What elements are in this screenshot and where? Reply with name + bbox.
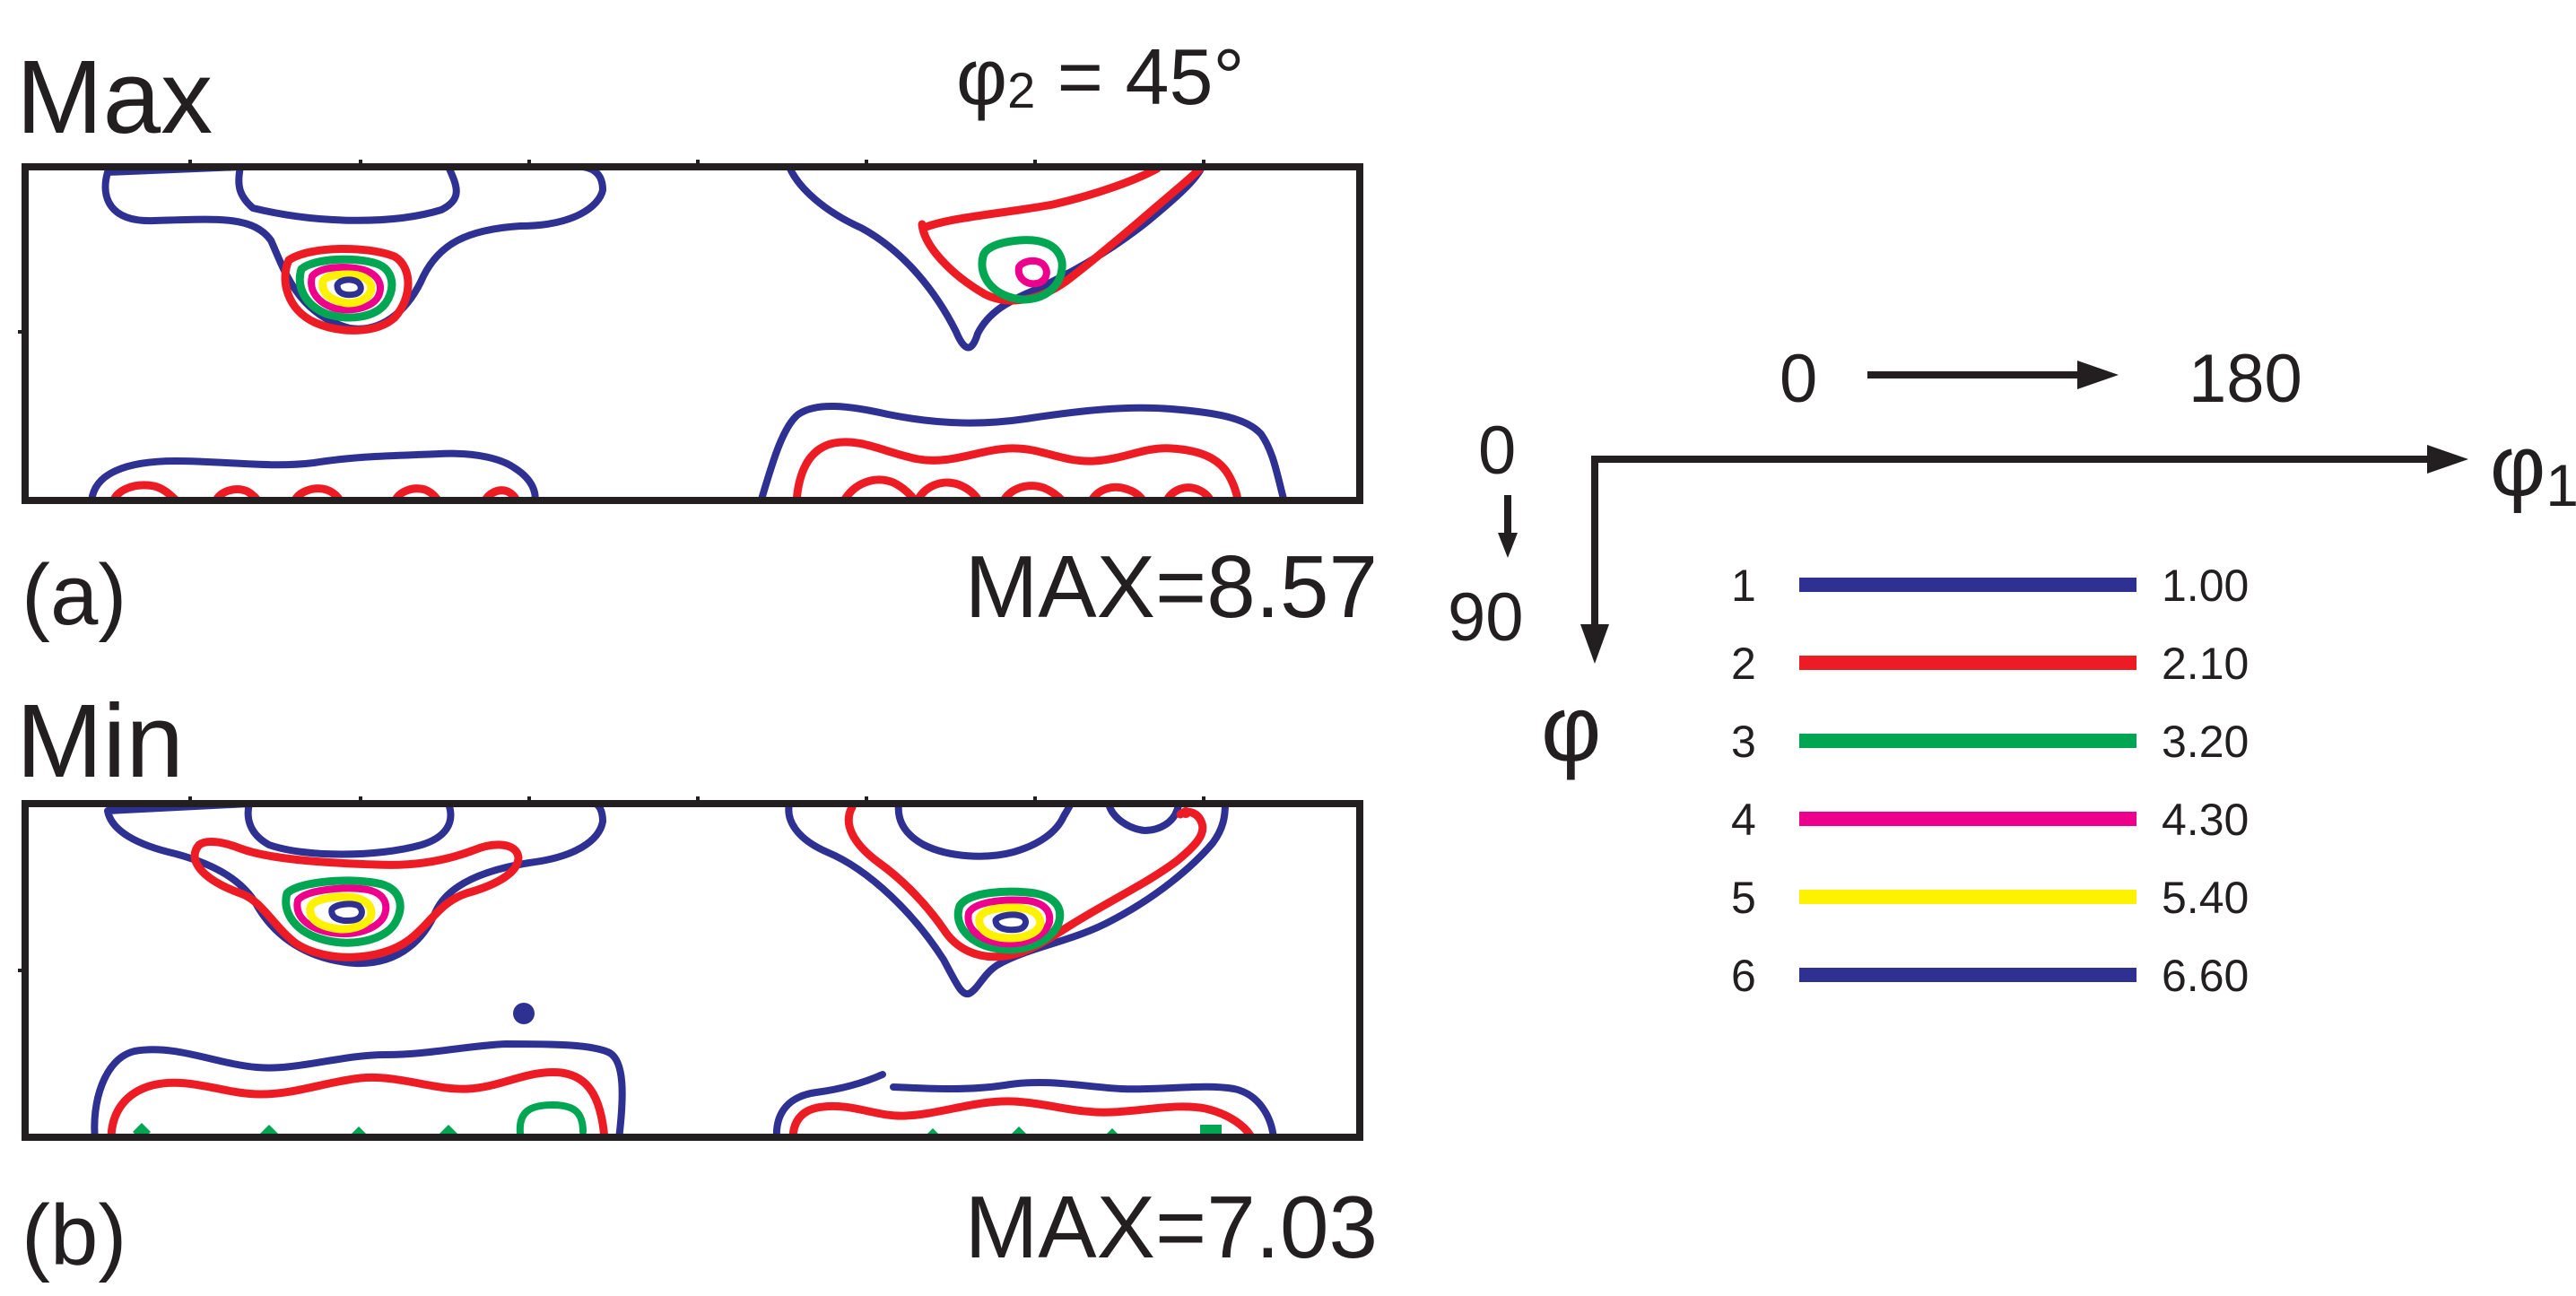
panel-a-top-label: Max	[16, 39, 213, 155]
axis-key: 0 180 0 φ1 90 φ	[1448, 341, 2576, 781]
contour-level-3	[516, 1101, 587, 1137]
odf-section-min	[18, 796, 1363, 1141]
contour-level-3	[295, 255, 396, 322]
phi2-value: = 45°	[1035, 32, 1244, 121]
legend-level-value: 1.00	[2162, 561, 2249, 611]
contour-level-5	[318, 270, 376, 308]
panel-a-caption: (a)	[22, 547, 126, 643]
legend-row-1: 1 1.00	[1731, 561, 2249, 611]
contour-level-6	[992, 911, 1029, 934]
legend-level-number: 3	[1731, 717, 1756, 767]
contour-level-4	[1014, 257, 1050, 288]
legend-level-number: 6	[1731, 951, 1756, 1001]
contour-level-1	[785, 804, 1229, 998]
odf-section-frame	[22, 163, 1363, 504]
legend-level-value: 2.10	[2162, 639, 2249, 689]
phi2-label: φ2 = 45°	[956, 32, 1245, 121]
contour-level-2	[107, 1067, 609, 1137]
contour-level-1	[101, 167, 606, 333]
contour-level-6	[334, 276, 364, 299]
phi1-range-arrowhead	[2077, 361, 2119, 389]
odf-section-max	[18, 160, 1363, 504]
legend-row-3: 3 3.20	[1731, 717, 2249, 767]
phi1-axis-arrowhead	[2427, 445, 2468, 474]
contour-level-2	[788, 1097, 1257, 1137]
legend-level-value: 4.30	[2162, 795, 2249, 845]
contour-level-2	[919, 167, 1162, 232]
top-tick-marks	[18, 160, 1205, 334]
contour-level-5	[306, 892, 376, 934]
contour-level-2	[918, 167, 1206, 305]
phi-range-arrowhead	[1498, 533, 1518, 558]
contour-level-1	[91, 1040, 626, 1137]
legend-level-value: 6.60	[2162, 951, 2249, 1001]
contour-level-2	[281, 245, 413, 335]
contour-level-3	[282, 876, 405, 947]
contour-level-1	[513, 1003, 535, 1024]
contour-level-6	[328, 900, 365, 924]
panel-a-max-value: MAX=8.57	[965, 537, 1378, 636]
contour-level-4	[293, 884, 390, 937]
contour-level-1	[88, 449, 539, 500]
contour-level-2	[109, 481, 521, 500]
panel-b-max-value: MAX=7.03	[965, 1178, 1378, 1276]
contour-level-4	[308, 264, 384, 314]
phi1-end-label: 180	[2189, 341, 2302, 417]
contour-legend: 1 1.002 2.103 3.204 4.305 5.406 6.60	[1731, 561, 2249, 1001]
phi1-subscript: 1	[2546, 452, 2576, 518]
legend-row-4: 4 4.30	[1731, 795, 2249, 845]
contour-level-2	[190, 838, 523, 961]
phi1-axis-label: φ1	[2490, 418, 2576, 518]
legend-level-number: 5	[1731, 873, 1756, 923]
contour-level-3	[953, 887, 1065, 954]
panel-b-caption: (b)	[22, 1187, 126, 1283]
legend-row-2: 2 2.10	[1731, 639, 2249, 689]
contour-level-2	[1180, 807, 1191, 818]
legend-level-number: 2	[1731, 639, 1756, 689]
contour-level-1	[757, 402, 1288, 500]
contour-level-2	[792, 438, 1242, 500]
phi-start-label: 0	[1478, 413, 1516, 489]
contour-level-1	[894, 804, 1075, 860]
phi-axis-label: φ	[1541, 677, 1601, 781]
contour-level-4	[964, 896, 1054, 948]
legend-level-value: 3.20	[2162, 717, 2249, 767]
contour-level-1	[1105, 804, 1182, 834]
panel-b-top-label: Min	[16, 683, 184, 799]
phi1-start-label: 0	[1780, 341, 1817, 417]
phi-end-label: 90	[1448, 579, 1524, 656]
phi1-symbol: φ	[2490, 418, 2546, 514]
legend-row-5: 5 5.40	[1731, 873, 2249, 923]
phi2-symbol: φ	[956, 32, 1007, 121]
odf-section-frame	[22, 800, 1363, 1141]
contour-level-3	[978, 236, 1066, 304]
phi-axis-arrowhead	[1580, 624, 1609, 664]
phi2-subscript: 2	[1007, 62, 1035, 118]
contour-level-1	[772, 1071, 1277, 1137]
contour-level-2	[839, 475, 1215, 500]
contour-level-5	[975, 903, 1045, 943]
legend-level-number: 1	[1731, 561, 1756, 611]
legend-level-number: 4	[1731, 795, 1756, 845]
legend-level-value: 5.40	[2162, 873, 2249, 923]
legend-row-6: 6 6.60	[1731, 951, 2249, 1001]
contour-level-1	[786, 167, 1205, 352]
